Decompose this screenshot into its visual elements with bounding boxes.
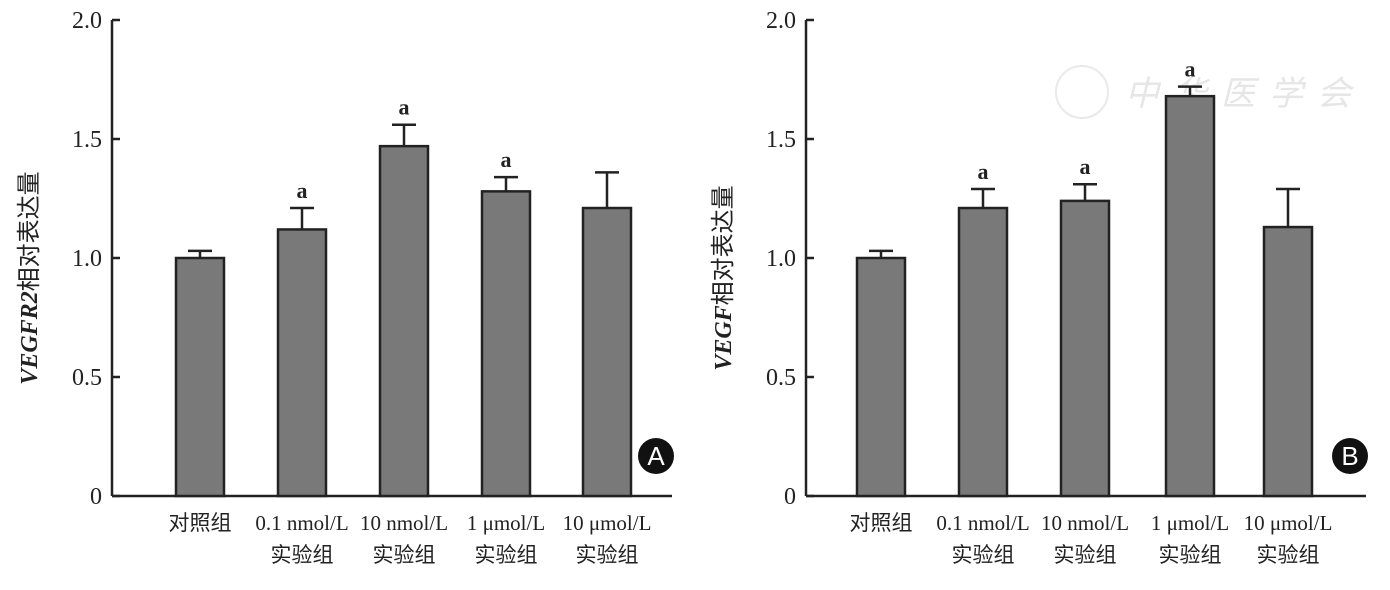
x-tick-label: 1 μmol/L bbox=[1151, 511, 1229, 535]
x-tick-label-line2: 实验组 bbox=[952, 543, 1015, 567]
x-tick-label: 10 μmol/L bbox=[1244, 511, 1333, 535]
significance-label: a bbox=[501, 147, 512, 172]
y-axis-label: VEGFR2相对表达量 bbox=[16, 171, 43, 384]
y-tick-label: 0.5 bbox=[72, 365, 102, 391]
x-tick-label-line2: 实验组 bbox=[1159, 543, 1222, 567]
significance-label: a bbox=[1080, 154, 1091, 179]
x-tick-label: 0.1 nmol/L bbox=[255, 511, 348, 535]
x-tick-label-line2: 实验组 bbox=[373, 543, 436, 567]
x-tick-label: 1 μmol/L bbox=[467, 511, 545, 535]
bar bbox=[276, 228, 328, 498]
panel-label: A bbox=[647, 441, 665, 471]
panel-label-badge bbox=[1332, 438, 1368, 474]
x-tick-label-line2: 实验组 bbox=[1054, 543, 1117, 567]
bar bbox=[378, 144, 430, 498]
y-axis-label-suffix: 相对表达量 bbox=[16, 171, 43, 291]
y-tick-label: 2.0 bbox=[766, 8, 796, 34]
bar bbox=[957, 206, 1009, 498]
x-tick-label: 10 nmol/L bbox=[360, 511, 448, 535]
y-axis-label-gene: VEGF bbox=[711, 305, 737, 370]
bar bbox=[1164, 94, 1216, 498]
y-axis-label: VEGF相对表达量 bbox=[710, 185, 737, 370]
significance-label: a bbox=[297, 178, 308, 203]
y-axis-label-gene: VEGFR2 bbox=[17, 291, 43, 384]
y-tick-label: 0.5 bbox=[766, 365, 796, 391]
significance-label: a bbox=[978, 159, 989, 184]
y-tick-label: 2.0 bbox=[72, 8, 102, 34]
bar bbox=[581, 206, 633, 498]
significance-label: a bbox=[399, 95, 410, 120]
x-tick-label: 10 μmol/L bbox=[563, 511, 652, 535]
bar bbox=[174, 256, 226, 498]
watermark-text: 中华医学会 bbox=[1125, 76, 1365, 113]
x-tick-label-line2: 实验组 bbox=[1257, 543, 1320, 567]
panel-label-badge bbox=[638, 438, 674, 474]
x-tick-label-line2: 实验组 bbox=[475, 543, 538, 567]
x-tick-label-line2: 实验组 bbox=[271, 543, 334, 567]
y-tick-label: 1.0 bbox=[766, 246, 796, 272]
y-tick-label: 1.0 bbox=[72, 246, 102, 272]
panel-label: B bbox=[1341, 441, 1358, 471]
y-axis-label-suffix: 相对表达量 bbox=[710, 185, 737, 305]
y-tick-label: 0 bbox=[90, 484, 102, 510]
x-tick-label: 对照组 bbox=[169, 511, 232, 535]
bar bbox=[1262, 225, 1314, 498]
bar bbox=[1059, 199, 1111, 498]
y-tick-label: 1.5 bbox=[766, 127, 796, 153]
x-tick-label: 对照组 bbox=[850, 511, 913, 535]
bar bbox=[855, 256, 907, 498]
bar bbox=[480, 190, 532, 498]
y-tick-label: 1.5 bbox=[72, 127, 102, 153]
watermark-seal-icon bbox=[1055, 65, 1109, 119]
y-tick-label: 0 bbox=[784, 484, 796, 510]
significance-label: a bbox=[1185, 57, 1196, 82]
x-tick-label-line2: 实验组 bbox=[576, 543, 639, 567]
x-tick-label: 10 nmol/L bbox=[1041, 511, 1129, 535]
watermark: 中华医学会 bbox=[1055, 65, 1365, 119]
x-tick-label: 0.1 nmol/L bbox=[936, 511, 1029, 535]
